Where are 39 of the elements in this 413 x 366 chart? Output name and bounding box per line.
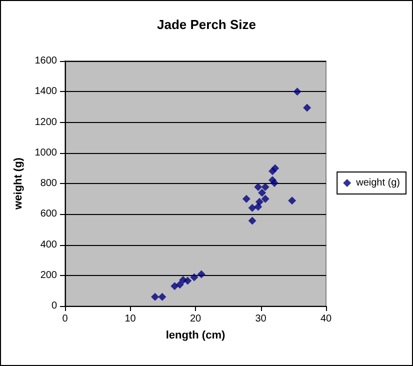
x-tick-label: 30	[255, 314, 267, 324]
point	[255, 198, 264, 206]
point	[248, 216, 256, 225]
point	[254, 183, 262, 192]
point	[258, 188, 266, 197]
point	[158, 292, 166, 301]
y-tick-label: 600	[40, 208, 58, 220]
x-tick-label: 0	[62, 314, 68, 324]
y-tick-label: 0	[51, 300, 58, 312]
y-tick-label: 1600	[34, 56, 58, 66]
y-tick-label: 800	[40, 178, 58, 189]
chart-title: Jade Perch Size	[157, 17, 256, 32]
point	[170, 282, 179, 290]
point	[271, 164, 280, 172]
point	[254, 202, 262, 211]
point	[288, 196, 296, 205]
point	[242, 194, 250, 203]
point	[248, 204, 256, 212]
point	[197, 270, 206, 278]
point	[270, 179, 278, 188]
y-tick-label: 1200	[34, 116, 58, 128]
point	[151, 292, 160, 301]
legend-label: weight (g)	[355, 178, 400, 188]
x-tick-label: 20	[190, 314, 202, 324]
y-tick-label: 200	[40, 270, 58, 281]
x-axis-title: length (cm)	[166, 330, 226, 342]
x-tick-label: 10	[124, 314, 136, 324]
y-tick-label: 400	[40, 239, 58, 250]
y-axis-title: weight (g)	[12, 157, 24, 210]
x-tick-label: 40	[320, 314, 332, 324]
point	[261, 194, 270, 203]
point	[190, 273, 198, 282]
point	[184, 276, 192, 285]
point	[261, 183, 270, 192]
point	[176, 280, 184, 289]
point	[303, 104, 312, 112]
y-tick-label: 1400	[34, 86, 58, 98]
point	[293, 88, 302, 96]
y-tick-label: 1000	[34, 147, 58, 158]
